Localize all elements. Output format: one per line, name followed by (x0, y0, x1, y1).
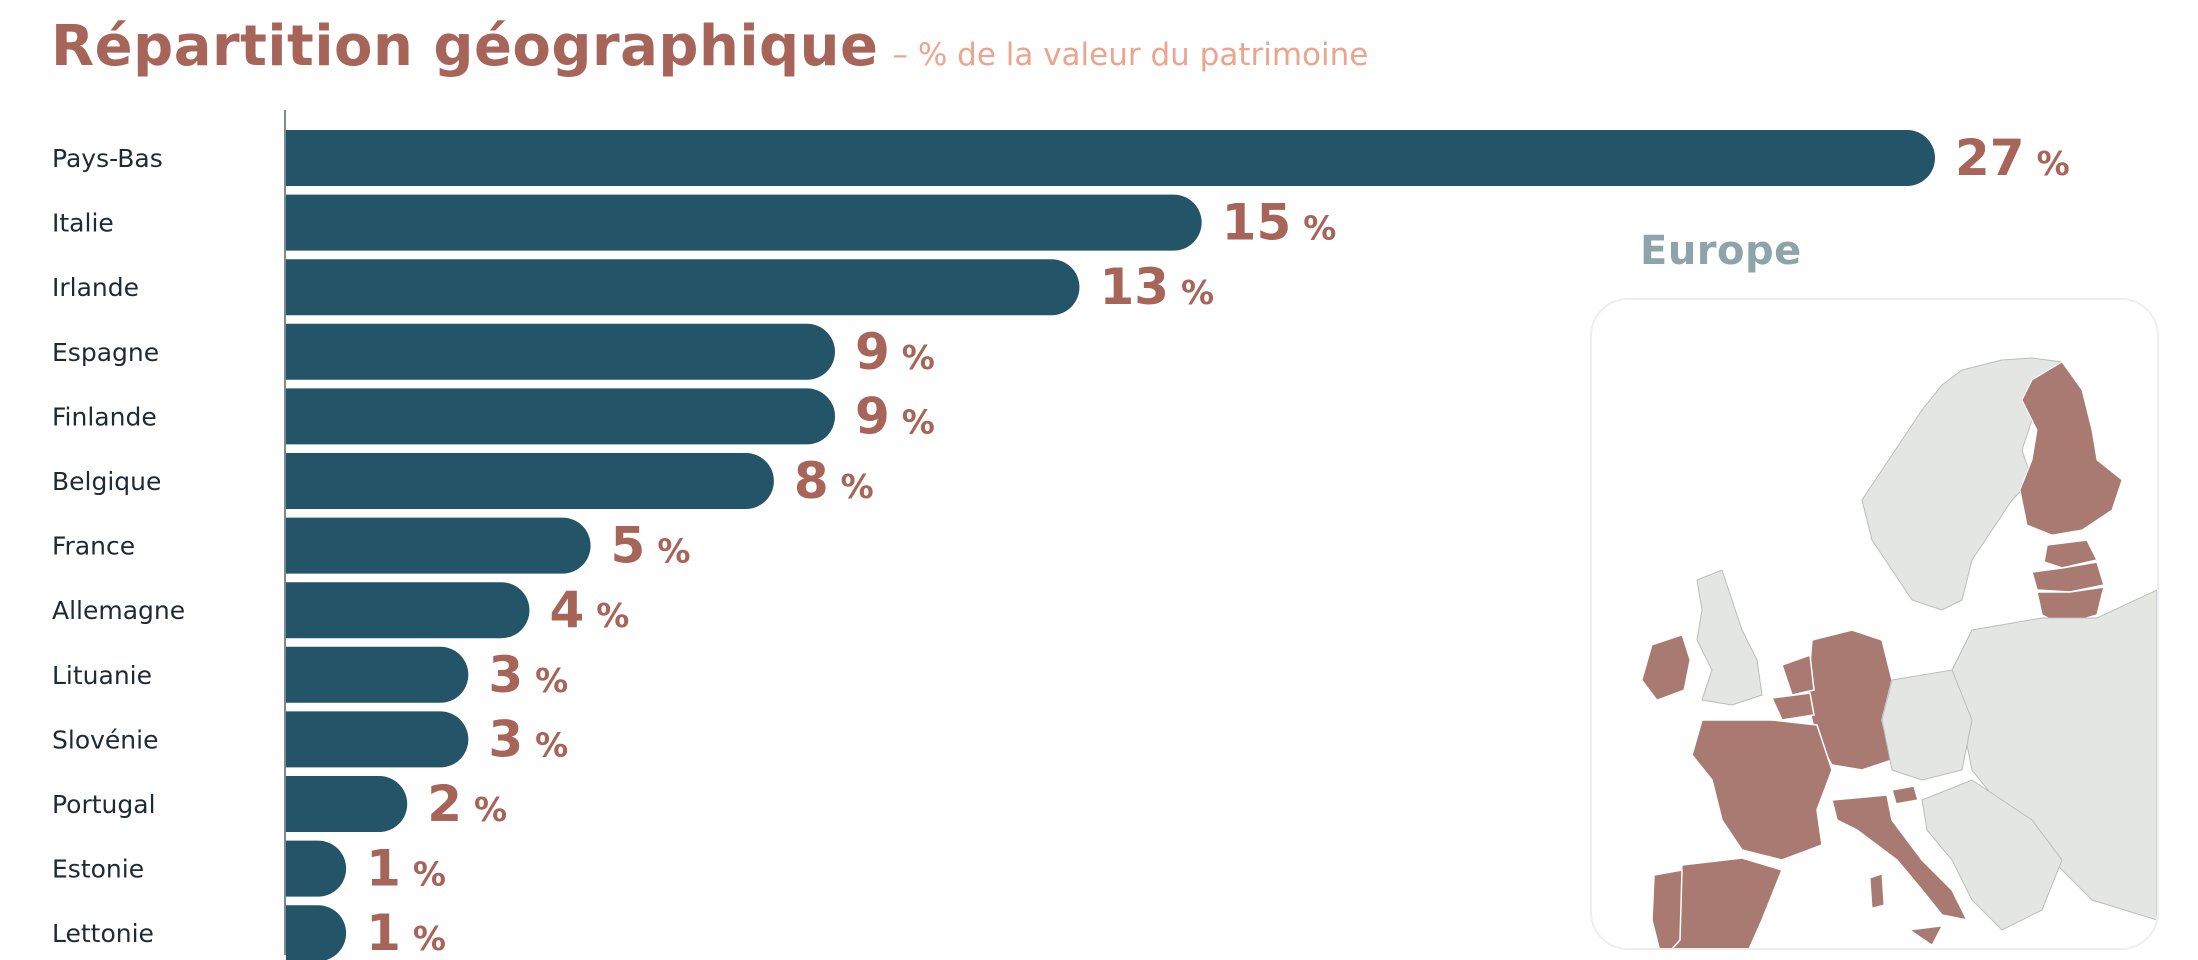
map-land-balkans (1921, 779, 2063, 931)
map-land-central (1881, 669, 1973, 781)
category-label: Irlande (52, 273, 139, 302)
map-country-finland (2019, 361, 2123, 536)
category-label: Lituanie (52, 661, 152, 690)
bar (286, 582, 530, 639)
europe-map-panel (1590, 298, 2159, 950)
value-label: 9% (855, 323, 935, 381)
bar (286, 130, 1935, 186)
value-label: 8% (794, 452, 874, 510)
category-label: France (52, 532, 135, 561)
bar (286, 453, 774, 509)
category-label: Estonie (52, 855, 144, 884)
bar (286, 388, 836, 445)
map-country-latvia (2031, 561, 2105, 593)
map-country-portugal (1651, 869, 1683, 948)
value-label: 9% (855, 387, 935, 445)
bar (286, 259, 1080, 316)
category-label: Finlande (52, 402, 157, 431)
chart-subtitle: – % de la valeur du patrimoine (892, 37, 1369, 73)
category-label: Lettonie (52, 919, 154, 948)
value-label: 13% (1099, 258, 1214, 316)
bar (286, 646, 469, 703)
value-label: 5% (611, 517, 691, 575)
chart-title: Répartition géographique (51, 14, 879, 79)
category-label: Espagne (52, 338, 159, 367)
europe-map-icon (1641, 357, 2157, 948)
map-country-netherlands (1781, 653, 1815, 696)
bar (286, 323, 835, 380)
category-label: Belgique (52, 467, 161, 496)
bar (286, 194, 1202, 251)
map-country-estonia (2043, 539, 2099, 569)
value-label: 27% (1955, 129, 2070, 187)
value-label: 1% (366, 840, 446, 898)
value-label: 3% (488, 710, 568, 768)
map-country-italy (1831, 794, 1969, 922)
value-label: 1% (366, 904, 446, 960)
map-country-france (1691, 719, 1833, 861)
bar-chart: Pays-Bas 27 % Italie 15 % Irlande 13 % Espagne 9 % F… (52, 110, 2070, 960)
bar (286, 711, 469, 768)
category-label: Slovénie (52, 725, 158, 754)
value-label: 15% (1222, 194, 1337, 252)
category-label: Italie (52, 209, 114, 238)
map-country-ireland (1641, 634, 1691, 701)
map-country-sardinia (1869, 873, 1885, 909)
category-label: Pays-Bas (52, 144, 163, 173)
map-land-uk (1696, 569, 1763, 706)
bar (286, 776, 408, 832)
chart-title-block: Répartition géographique – % de la valeur… (51, 14, 1368, 79)
category-label: Allemagne (52, 596, 185, 625)
map-title: Europe (1640, 228, 1802, 274)
bar (286, 840, 347, 897)
value-label: 3% (488, 646, 568, 704)
category-label: Portugal (52, 790, 156, 819)
map-country-spain (1672, 857, 1784, 948)
map-country-sicily (1908, 925, 1943, 946)
bar (286, 905, 347, 960)
value-label: 2% (427, 775, 507, 833)
bar (286, 517, 591, 574)
map-country-lithuania (2036, 586, 2105, 626)
map-country-slovenia (1891, 785, 1919, 805)
map-country-belgium (1770, 692, 1815, 721)
value-label: 4% (549, 581, 629, 639)
